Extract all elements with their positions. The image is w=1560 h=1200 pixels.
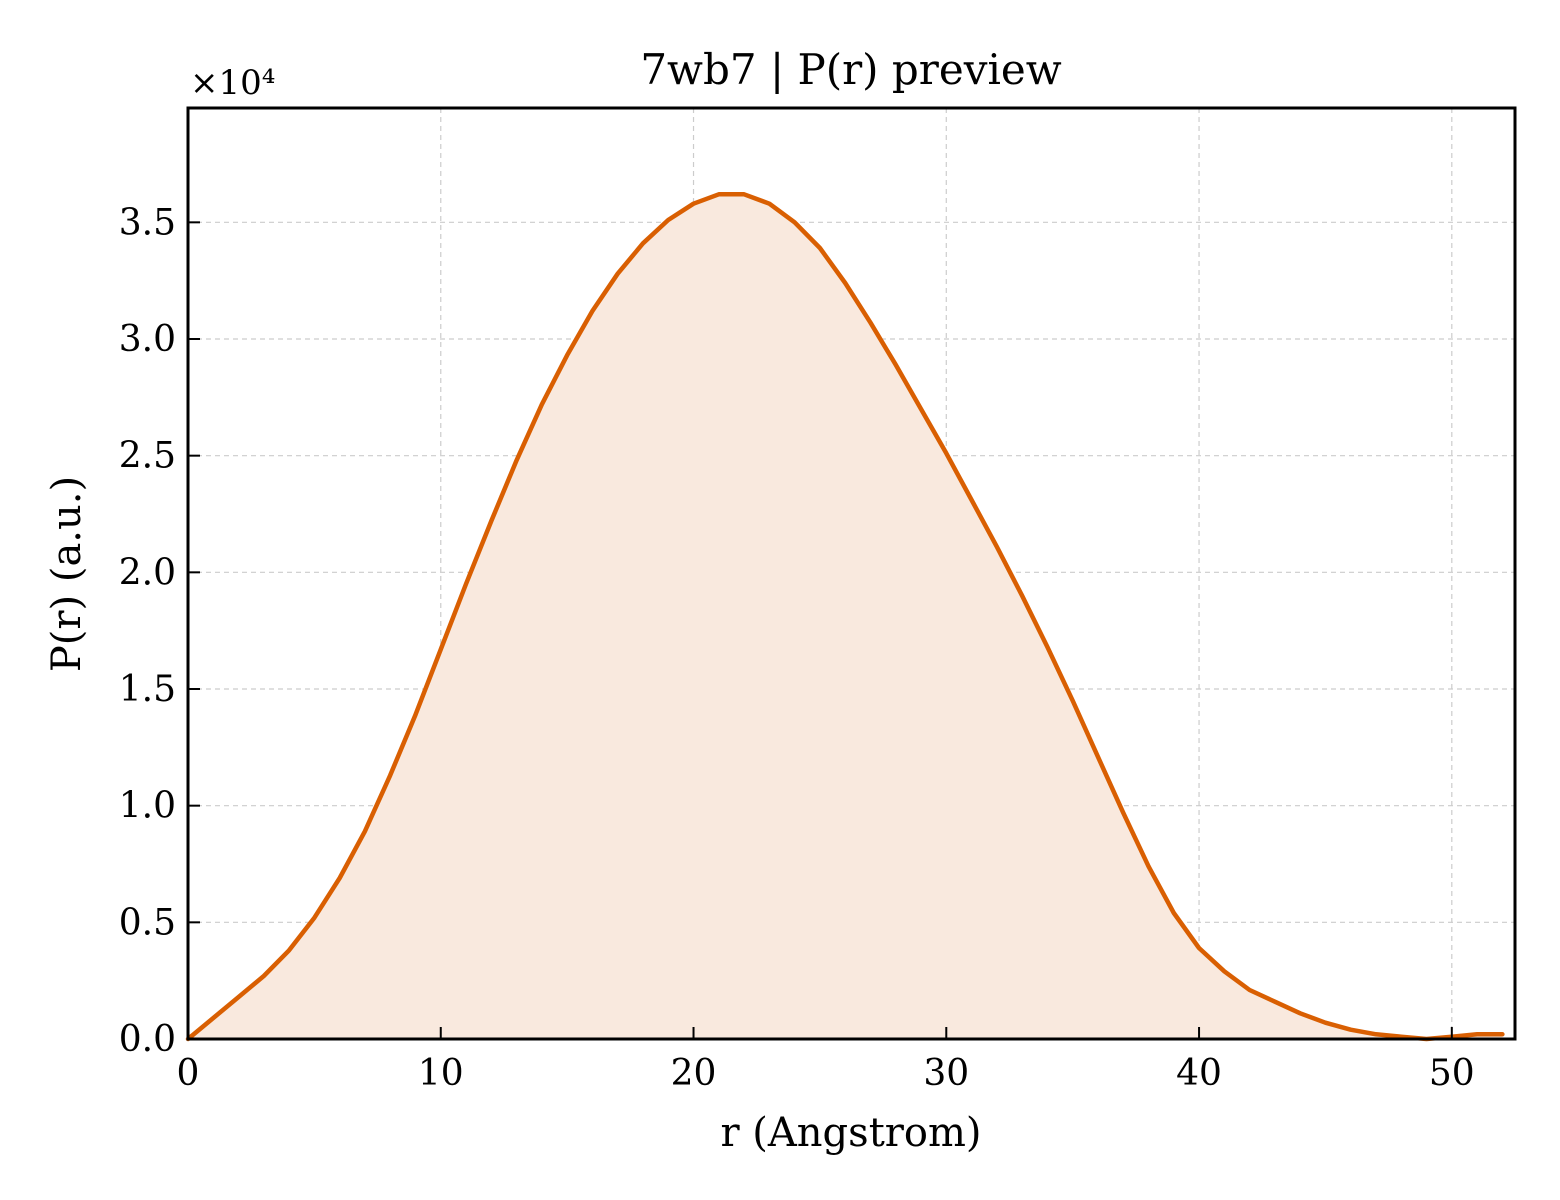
series-line-group bbox=[185, 192, 1505, 1042]
y-axis-title: P(r) (a.u.) bbox=[44, 476, 90, 672]
y-tick-label: 3.0 bbox=[119, 319, 176, 360]
y-tick-label: 2.0 bbox=[119, 552, 176, 593]
y-tick-label: 3.5 bbox=[119, 202, 176, 243]
y-tick-label: 2.5 bbox=[119, 436, 176, 477]
pr-curve bbox=[185, 192, 1505, 1042]
x-tick-label: 50 bbox=[1429, 1053, 1475, 1094]
pr-area-fill bbox=[188, 194, 1503, 1040]
chart-title: 7wb7 | P(r) preview bbox=[640, 45, 1061, 94]
y-tick-label: 0.5 bbox=[119, 902, 176, 943]
x-tick-label: 10 bbox=[418, 1053, 464, 1094]
y-tick-label: 0.0 bbox=[119, 1019, 176, 1060]
x-tick-labels: 0 10 20 30 40 50 bbox=[177, 1053, 1475, 1094]
x-tick-label: 40 bbox=[1176, 1053, 1222, 1094]
x-tick-label: 0 bbox=[177, 1053, 200, 1094]
y-axis-offset-label: ×10⁴ bbox=[190, 63, 275, 103]
x-tick-label: 20 bbox=[671, 1053, 717, 1094]
y-tick-label: 1.0 bbox=[119, 786, 176, 827]
area-fill-group bbox=[188, 194, 1503, 1040]
x-tick-label: 30 bbox=[923, 1053, 969, 1094]
x-axis-title: r (Angstrom) bbox=[720, 1110, 981, 1156]
y-tick-label: 1.5 bbox=[119, 669, 176, 710]
plot-frame bbox=[186, 106, 1517, 1041]
y-tick-labels: 0.0 0.5 1.0 1.5 2.0 2.5 3.0 3.5 bbox=[119, 202, 176, 1060]
